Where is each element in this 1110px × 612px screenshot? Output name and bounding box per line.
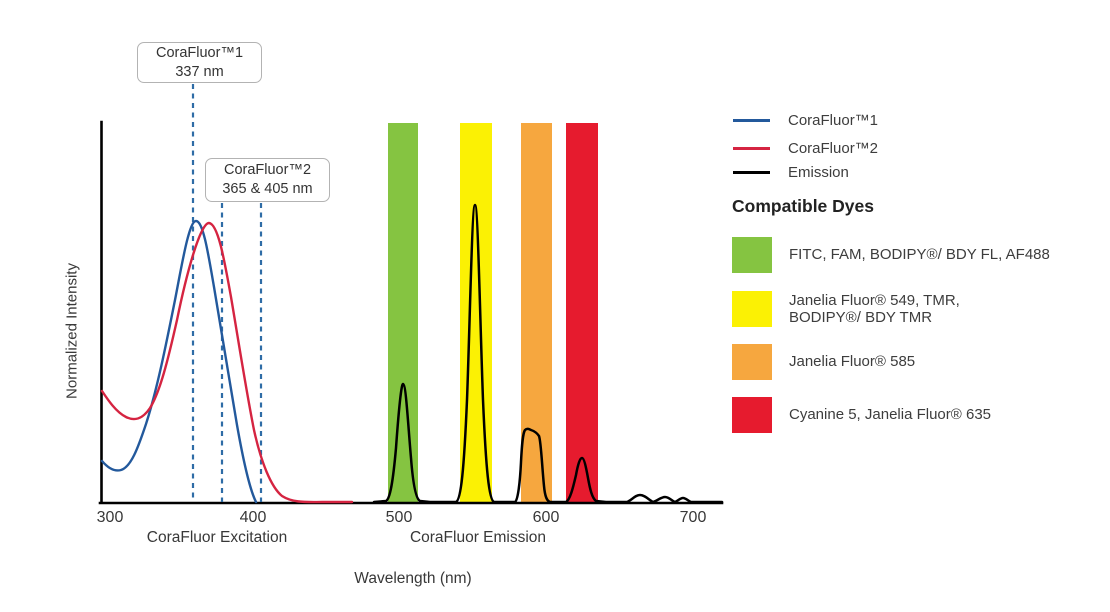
callout-corafluor2-value: 365 & 405 nm	[222, 181, 313, 197]
dye-row-orange: Janelia Fluor® 585	[732, 344, 915, 380]
compatible-dyes-heading: Compatible Dyes	[732, 196, 874, 216]
dye-swatch-yellow	[732, 291, 772, 327]
legend-row-corafluor2: CoraFluor™2	[733, 139, 878, 157]
emission-section-label: CoraFluor Emission	[409, 529, 547, 546]
corafluor1-excitation-curve	[100, 219, 258, 504]
dye-row-red: Cyanine 5, Janelia Fluor® 635	[732, 397, 991, 433]
corafluor2-excitation-curve	[100, 221, 354, 504]
y-axis-label: Normalized Intensity	[63, 263, 81, 399]
x-tick-600: 600	[532, 509, 560, 526]
x-tick-300: 300	[96, 509, 124, 526]
legend-row-emission: Emission	[733, 163, 849, 181]
dye-label-red: Cyanine 5, Janelia Fluor® 635	[789, 406, 992, 424]
dye-label-green: FITC, FAM, BODIPY®/ BDY FL, AF488	[789, 246, 1050, 264]
filter-band-green	[388, 123, 418, 503]
dye-label-yellow-line2: BODIPY®/ BDY TMR	[789, 309, 933, 326]
callout-corafluor1-value: 337 nm	[175, 63, 224, 80]
dye-swatch-green	[732, 237, 772, 273]
callout-corafluor2-title: CoraFluor™2	[223, 162, 312, 178]
corafluor2-line-swatch	[733, 146, 770, 150]
excitation-section-label: CoraFluor Excitation	[146, 529, 288, 546]
excitation-marker-lines	[191, 84, 263, 502]
dye-label-orange: Janelia Fluor® 585	[789, 353, 916, 371]
x-tick-500: 500	[385, 509, 413, 526]
callout-corafluor1-title: CoraFluor™1	[155, 44, 244, 61]
callout-corafluor2: CoraFluor™2 365 & 405 nm	[205, 158, 330, 202]
x-tick-400: 400	[239, 509, 267, 526]
x-axis-label: Wavelength (nm)	[354, 570, 472, 587]
legend-label-corafluor1: CoraFluor™1	[788, 111, 879, 129]
legend-label-corafluor2: CoraFluor™2	[788, 139, 879, 157]
legend-row-corafluor1: CoraFluor™1	[733, 111, 878, 129]
dye-row-green: FITC, FAM, BODIPY®/ BDY FL, AF488	[732, 237, 1050, 273]
dye-swatch-red	[732, 397, 772, 433]
x-tick-700: 700	[679, 509, 707, 526]
dye-label-yellow: Janelia Fluor® 549, TMR, BODIPY®/ BDY TM…	[789, 292, 960, 327]
legend-label-emission: Emission	[788, 163, 849, 181]
filter-band-red	[566, 123, 598, 503]
emission-curve	[372, 203, 724, 504]
spectra-plot	[98, 84, 724, 505]
dye-label-yellow-line1: Janelia Fluor® 549, TMR,	[789, 291, 960, 309]
dye-row-yellow: Janelia Fluor® 549, TMR, BODIPY®/ BDY TM…	[732, 291, 960, 327]
filter-band-orange	[521, 123, 552, 503]
dye-swatch-orange	[732, 344, 772, 380]
corafluor1-line-swatch	[733, 118, 770, 122]
emission-line-swatch	[733, 170, 770, 174]
callout-corafluor1: CoraFluor™1 337 nm	[137, 42, 262, 83]
